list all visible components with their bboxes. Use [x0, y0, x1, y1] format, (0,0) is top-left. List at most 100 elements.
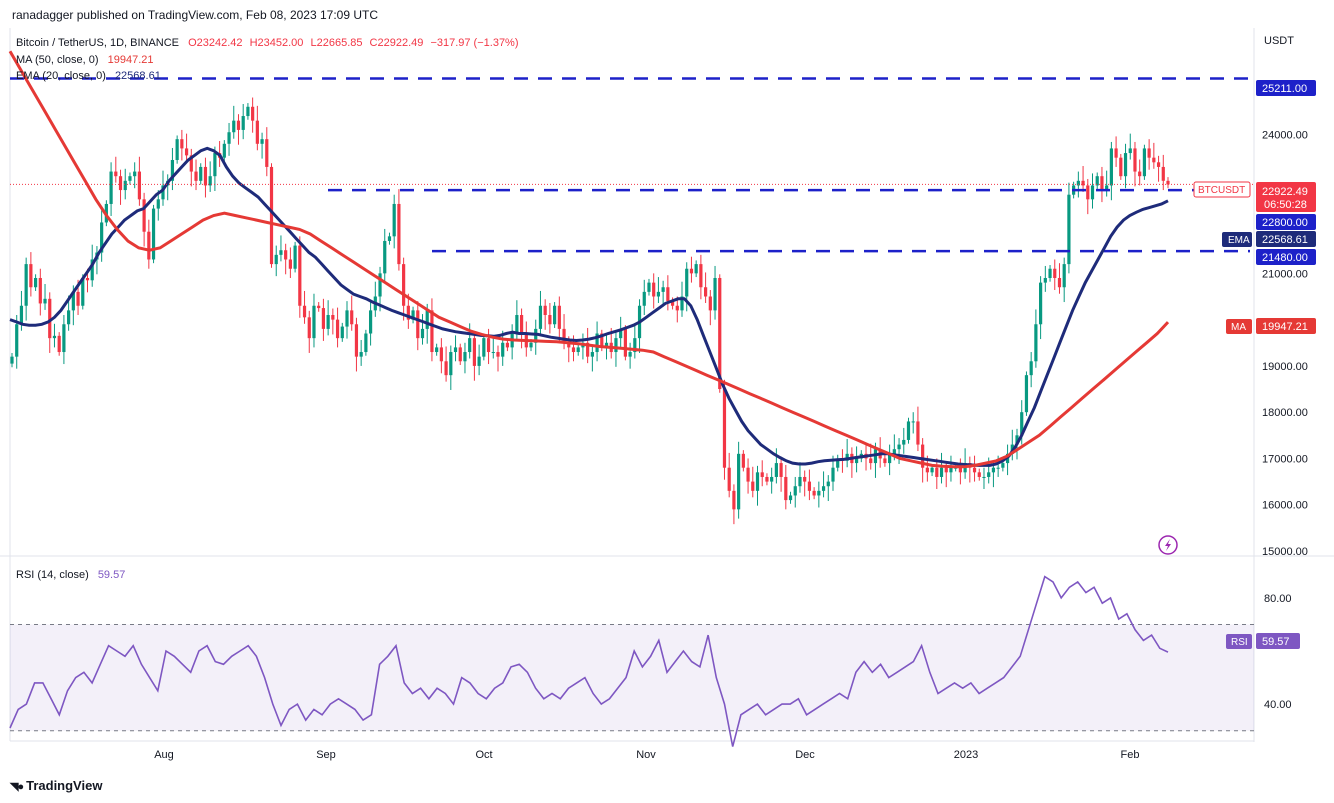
rsi-tick-label: 40.00	[1264, 699, 1292, 711]
time-axis-ticks: Aug Sep Oct Nov Dec 2023 Feb	[154, 749, 1139, 761]
candle-body	[10, 356, 14, 364]
rsi-badge: RSI 59.57	[1226, 633, 1300, 649]
candle-body	[340, 326, 344, 339]
candle-body	[821, 486, 826, 491]
candle-body	[746, 467, 750, 482]
tradingview-logo[interactable]: ◥● TradingView	[10, 778, 102, 793]
candle-body	[90, 259, 94, 281]
candle-body	[557, 305, 561, 329]
candle-body	[52, 335, 57, 339]
legend-rsi-label: RSI (14, close)	[16, 569, 89, 581]
candle-body	[402, 264, 406, 306]
candle-body	[590, 352, 594, 357]
candle-body	[1147, 148, 1151, 158]
candle-body	[383, 240, 387, 274]
rsi-line	[9, 575, 1169, 747]
candle-body	[312, 305, 316, 339]
candle-body	[571, 347, 576, 353]
candle-body	[359, 352, 363, 357]
candle-body	[175, 139, 179, 160]
ema-20-line	[9, 146, 1169, 467]
legend-high: H23452.00	[250, 37, 304, 49]
candle-body	[331, 315, 335, 320]
candle-body	[897, 444, 901, 450]
candle-body	[534, 328, 538, 343]
time-tick-label: Oct	[475, 749, 492, 761]
candle-body	[435, 347, 439, 353]
ema-tag-text: EMA	[1228, 235, 1250, 246]
price-tick-label: 18000.00	[1262, 407, 1308, 419]
candle-body	[411, 310, 415, 320]
candle-body	[236, 120, 241, 130]
candle-body	[57, 335, 61, 353]
candle-body	[722, 389, 727, 468]
candle-body	[548, 315, 552, 325]
candle-body	[1133, 148, 1137, 172]
candle-body	[694, 264, 698, 274]
candle-body	[420, 328, 425, 339]
candle-body	[1057, 277, 1062, 288]
candle-body	[505, 342, 510, 348]
candle-body	[406, 305, 410, 320]
candle-body	[1001, 463, 1005, 468]
candle-body	[1161, 166, 1165, 181]
candle-body	[991, 467, 996, 473]
candle-body	[147, 231, 151, 260]
ma-tag-text: MA	[1231, 322, 1246, 333]
candle-body	[251, 106, 255, 121]
candle-body	[1081, 180, 1085, 186]
candle-body	[935, 467, 939, 477]
ma-badge: MA 19947.21	[1226, 318, 1316, 334]
candle-body	[741, 453, 745, 468]
candle-body	[765, 476, 769, 482]
candle-body	[1090, 185, 1095, 200]
lightning-icon[interactable]	[1158, 535, 1178, 555]
legend-change: −317.97 (−1.37%)	[430, 37, 518, 49]
candle-body	[81, 277, 85, 306]
candle-body	[586, 342, 590, 357]
time-tick-label: 2023	[954, 749, 978, 761]
candle-body	[670, 301, 675, 306]
candle-body	[189, 155, 193, 172]
candle-body	[916, 421, 920, 445]
candle-body	[501, 342, 505, 357]
candle-body	[255, 120, 259, 144]
last-price-text: 22922.49	[1262, 186, 1308, 198]
candle-body	[538, 305, 543, 329]
candle-body	[123, 180, 127, 191]
candle-body	[345, 310, 349, 327]
candle-body	[661, 287, 665, 292]
candle-body	[831, 467, 835, 482]
candle-body	[614, 338, 618, 353]
candle-body	[184, 148, 189, 156]
candle-body	[246, 106, 250, 117]
candle-body	[260, 139, 264, 144]
candle-body	[378, 273, 382, 297]
candle-body	[836, 458, 840, 468]
candle-body	[364, 333, 368, 353]
price-tick-label: 17000.00	[1262, 453, 1308, 465]
candle-body	[543, 305, 547, 316]
candle-body	[100, 222, 104, 253]
countdown-text: 06:50:28	[1264, 199, 1307, 211]
candle-body	[444, 361, 448, 376]
candle-body	[817, 490, 821, 496]
candle-body	[642, 291, 646, 306]
candle-body	[397, 203, 401, 265]
candle-body	[67, 310, 71, 325]
candle-body	[38, 277, 42, 304]
candle-body	[666, 287, 670, 302]
candle-body	[199, 166, 203, 181]
candle-body	[553, 305, 557, 325]
candle-body	[567, 342, 571, 348]
candle-body	[1020, 412, 1024, 436]
candle-body	[118, 176, 123, 191]
candle-body	[1119, 157, 1123, 177]
candle-body	[807, 481, 812, 491]
price-tick-label: 16000.00	[1262, 500, 1308, 512]
candle-body	[354, 324, 359, 357]
candle-body	[114, 171, 118, 177]
level-22800-text: 22800.00	[1262, 217, 1308, 229]
candle-body	[1076, 180, 1080, 186]
